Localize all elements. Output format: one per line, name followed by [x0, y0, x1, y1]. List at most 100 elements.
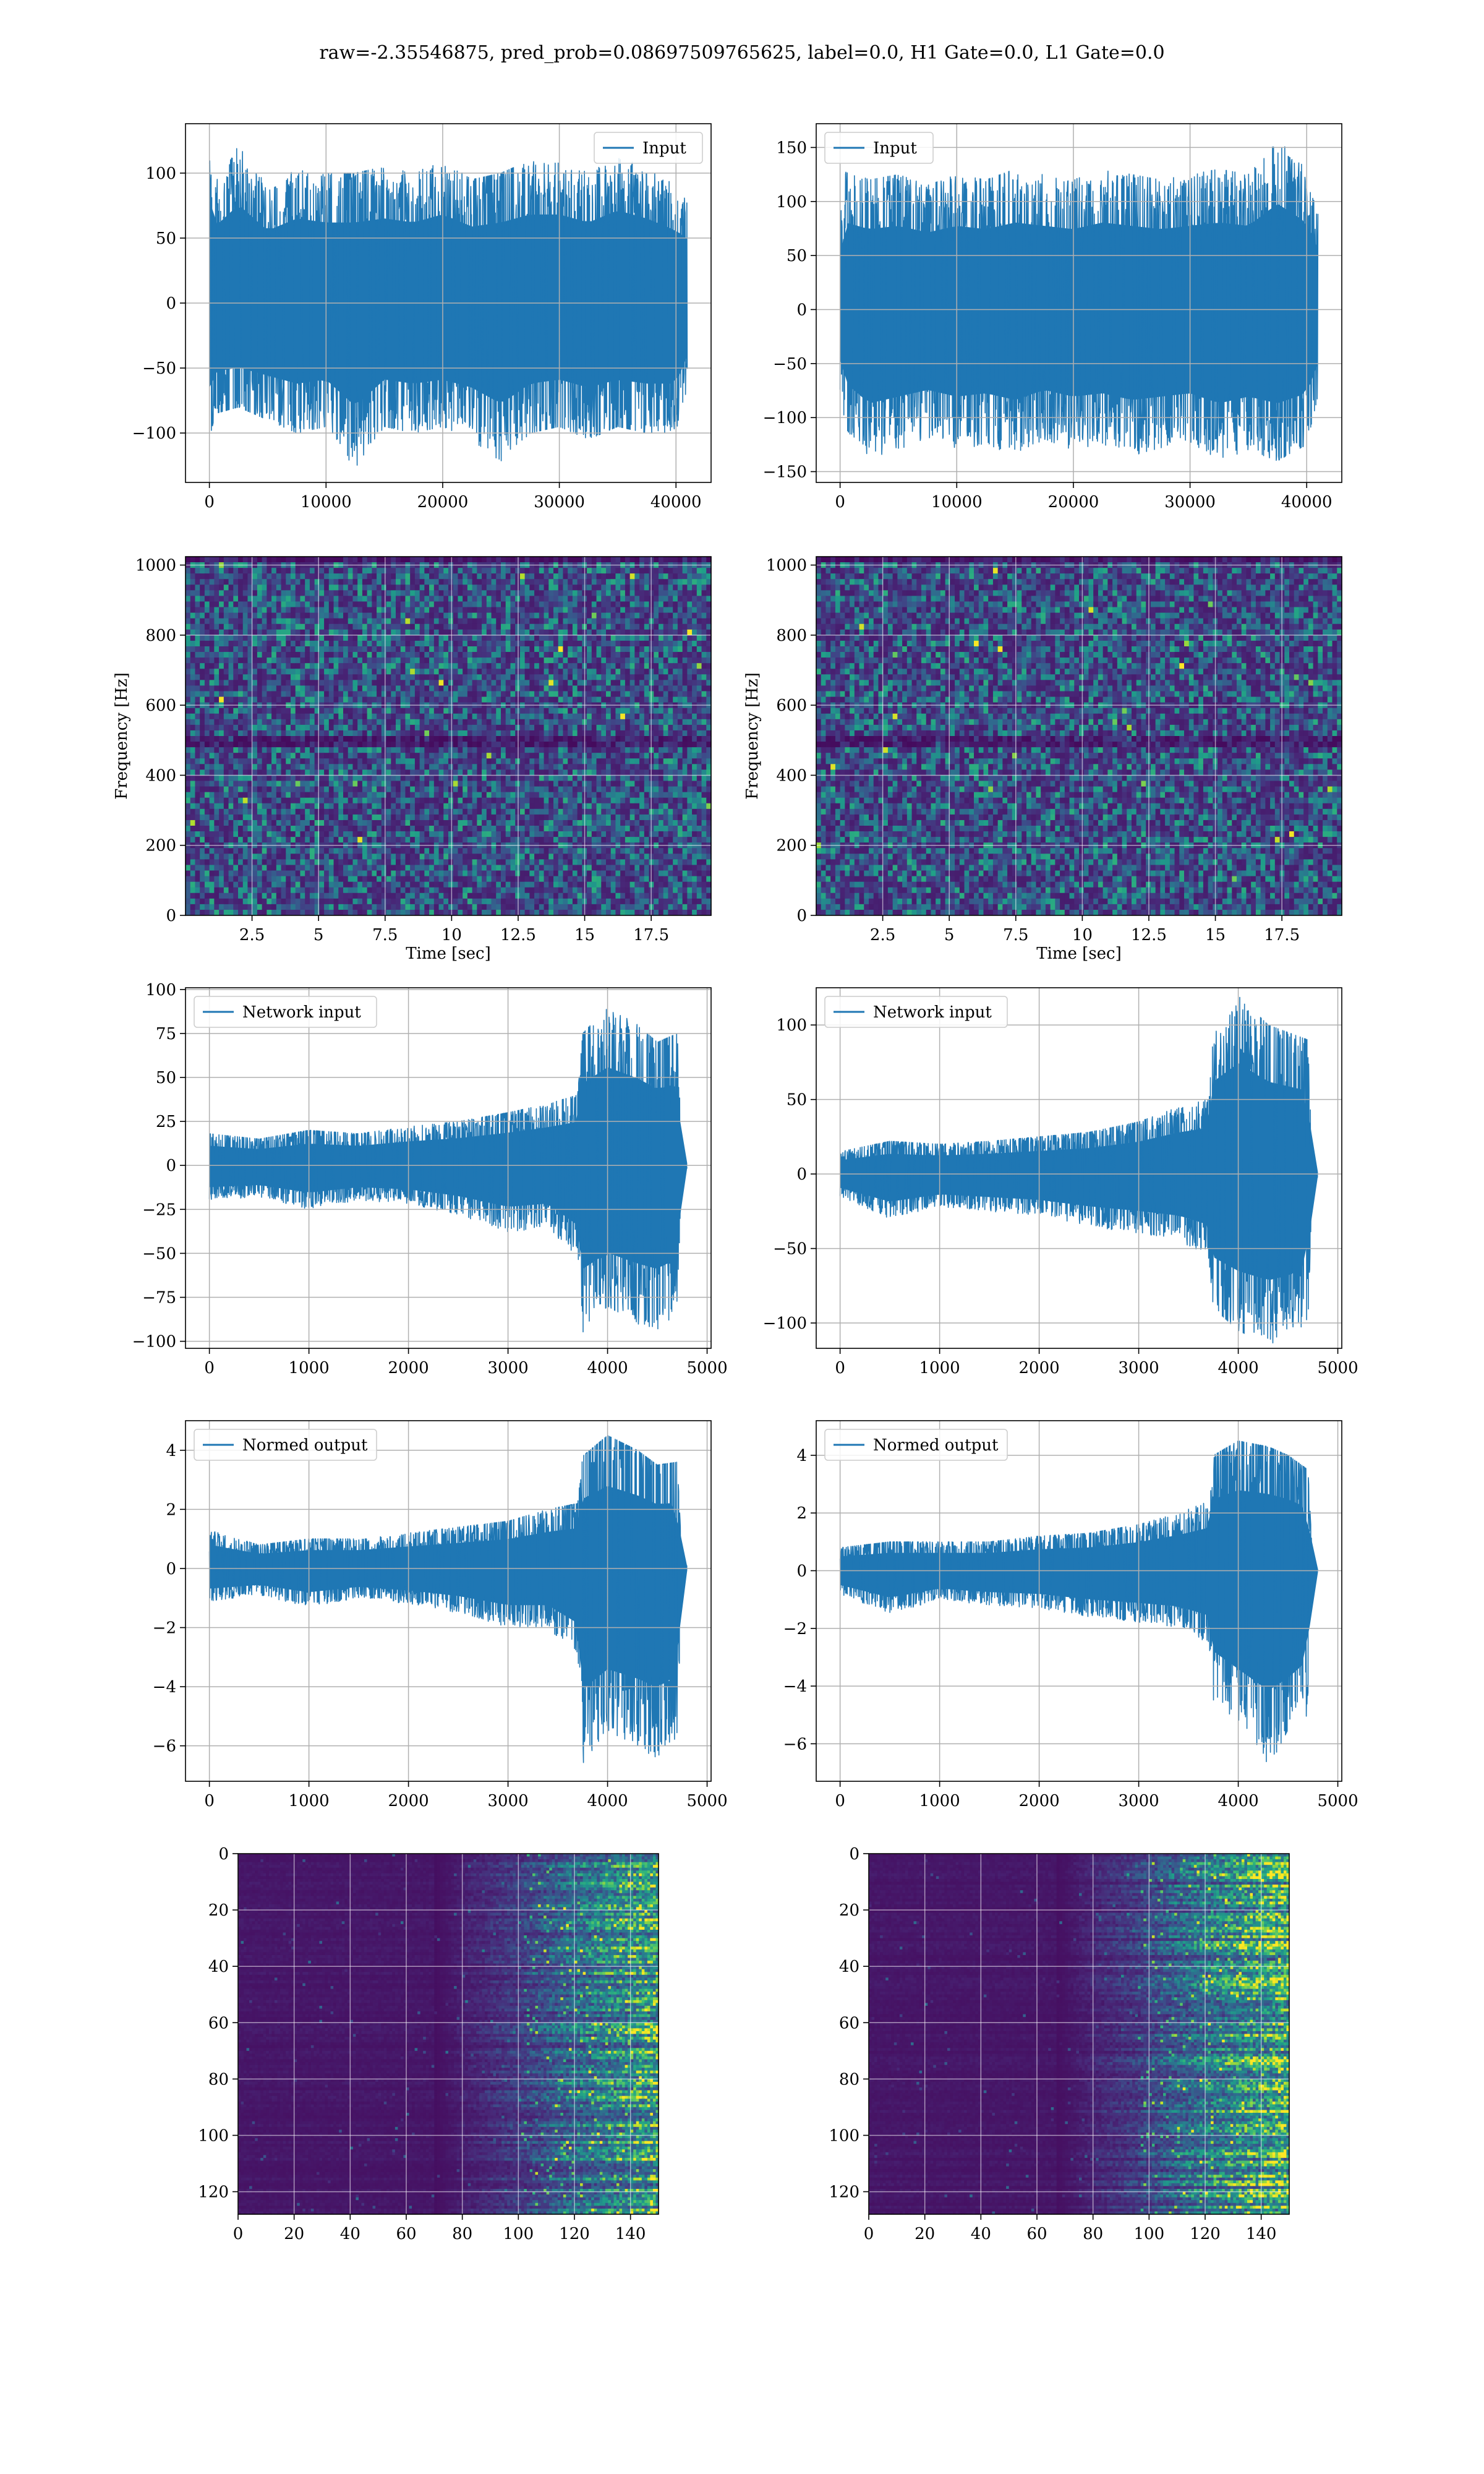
chart-l1-network-input: 0 1000 2000 3000 4000 5000 −100 −50 0 50 100 Networ…: [763, 987, 1358, 1377]
x-tick-label: 10: [441, 926, 462, 944]
y-tick-label: 200: [776, 837, 807, 855]
chart-h1-network-input: 0 1000 2000 3000 4000 5000 −100 −75 −50 −25 0 25 50 7…: [132, 981, 728, 1377]
x-tick-label: 40: [971, 2225, 991, 2243]
x-tick-label: 3000: [488, 1792, 529, 1810]
heatmap-cells: [238, 1854, 659, 2215]
x-tick-label: 100: [1134, 2225, 1165, 2243]
y-tick-label: 1000: [135, 557, 176, 575]
y-tick-label: 1000: [766, 557, 807, 575]
x-tick-label: 1000: [919, 1359, 960, 1377]
x-axis-label: Time [sec]: [1036, 944, 1122, 963]
legend: Input: [824, 132, 934, 164]
y-tick-label: 800: [145, 627, 176, 645]
x-tick-label: 140: [1246, 2225, 1277, 2243]
y-tick-label: 0: [166, 1560, 176, 1578]
y-tick-label: −75: [142, 1289, 176, 1308]
y-tick-label: 120: [198, 2183, 229, 2202]
x-tick-label: 20000: [417, 493, 469, 511]
heatmap-cells: [816, 557, 1342, 916]
x-tick-label: 3000: [1119, 1359, 1159, 1377]
axes-frame: [816, 123, 1342, 483]
legend-box: [824, 996, 1008, 1028]
y-tick-label: −100: [763, 1314, 807, 1333]
x-tick-label: 100: [503, 2225, 534, 2243]
y-tick-label: 80: [839, 2070, 859, 2089]
y-tick-label: −4: [783, 1677, 807, 1696]
legend-label: Normed output: [873, 1436, 999, 1455]
y-tick-label: −50: [142, 359, 176, 378]
y-tick-label: 400: [145, 766, 176, 785]
series-line: [208, 1435, 688, 1763]
x-tick-label: 2000: [1019, 1792, 1060, 1810]
x-tick-label: 0: [835, 1359, 845, 1377]
x-tick-label: 80: [452, 2225, 472, 2243]
y-axis-label: Frequency [Hz]: [743, 672, 762, 800]
chart-h1-input: 0 10000 20000 30000 40000 −100 −50 0 50 100 Input: [132, 123, 712, 511]
axes-frame: [185, 987, 712, 1349]
x-tick-label: 140: [615, 2225, 646, 2243]
legend: Normed output: [194, 1429, 377, 1461]
x-tick-label: 5000: [686, 1359, 727, 1377]
y-tick-label: 0: [166, 294, 176, 313]
x-tick-label: 15: [574, 926, 595, 944]
y-tick-label: 40: [839, 1958, 859, 1976]
y-tick-label: 800: [776, 627, 807, 645]
x-tick-label: 20000: [1048, 493, 1099, 511]
y-tick-label: −150: [763, 463, 807, 482]
x-tick-label: 7.5: [1003, 926, 1028, 944]
y-tick-label: 120: [829, 2183, 859, 2202]
x-tick-label: 40000: [1281, 493, 1333, 511]
legend: Normed output: [824, 1429, 1008, 1461]
y-tick-label: 75: [156, 1025, 176, 1043]
chart-svg: 0 10000 20000 30000 40000 −150 −100 −50 0 50 100 15…: [763, 123, 1342, 511]
y-tick-label: 50: [156, 229, 176, 248]
legend-box: [194, 996, 377, 1028]
chart-svg: 0 1000 2000 3000 4000 5000 −100 −75 −50 −25 0 25 50 7…: [132, 981, 728, 1377]
heatmap-cells: [186, 557, 712, 916]
legend-box: [824, 132, 934, 164]
y-tick-label: 25: [156, 1113, 176, 1131]
y-tick-label: 20: [208, 1901, 229, 1920]
y-tick-label: 100: [776, 1016, 807, 1035]
x-tick-label: 0: [204, 1359, 215, 1377]
x-tick-label: 2000: [388, 1792, 429, 1810]
x-tick-label: 0: [204, 493, 215, 511]
y-tick-label: 0: [796, 301, 807, 319]
x-tick-label: 120: [559, 2225, 590, 2243]
y-tick-label: 0: [849, 1845, 859, 1864]
axes-frame: [816, 987, 1342, 1349]
chart-svg: 0 1000 2000 3000 4000 5000 −6 −4 −2 0 2 4 Normed out…: [783, 1420, 1358, 1810]
x-tick-label: 5: [944, 926, 955, 944]
x-tick-label: 2.5: [870, 926, 895, 944]
chart-h1-feature-map: 0 20 40 60 80 100 120 140 0 20 40 60 80 100 120: [198, 1845, 659, 2243]
y-tick-label: 400: [776, 766, 807, 785]
chart-svg: 2.5 5 7.5 10 12.5 15 17.5 0 200 400 600 800 1000 Time…: [113, 556, 712, 963]
chart-svg: 0 1000 2000 3000 4000 5000 −6 −4 −2 0 2 4 Normed out…: [153, 1420, 728, 1810]
x-axis-label: Time [sec]: [406, 944, 491, 963]
x-tick-label: 30000: [534, 493, 585, 511]
y-tick-label: 100: [198, 2126, 229, 2145]
y-tick-label: 4: [166, 1442, 176, 1460]
x-tick-label: 5: [313, 926, 324, 944]
x-tick-label: 60: [1026, 2225, 1047, 2243]
x-tick-label: 5000: [686, 1792, 727, 1810]
axes-frame: [185, 556, 712, 916]
chart-l1-spectrogram: 2.5 5 7.5 10 12.5 15 17.5 0 200 400 600 800 1000 Time…: [743, 556, 1342, 963]
legend-box: [194, 1429, 377, 1461]
x-tick-label: 7.5: [372, 926, 398, 944]
x-tick-label: 12.5: [500, 926, 536, 944]
x-tick-label: 60: [396, 2225, 416, 2243]
chart-svg: 0 20 40 60 80 100 120 140 0 20 40 60 80 100 120: [198, 1845, 659, 2243]
chart-l1-normed-output: 0 1000 2000 3000 4000 5000 −6 −4 −2 0 2 4 Normed out…: [783, 1420, 1358, 1810]
x-tick-label: 17.5: [1264, 926, 1300, 944]
y-tick-label: 100: [829, 2126, 859, 2145]
y-tick-label: 4: [796, 1447, 807, 1465]
x-tick-label: 20: [915, 2225, 935, 2243]
x-tick-label: 40: [340, 2225, 360, 2243]
y-tick-label: −50: [773, 1240, 807, 1259]
y-tick-label: 100: [145, 165, 176, 183]
legend-box: [594, 132, 703, 164]
heatmap-cells: [869, 1854, 1290, 2215]
x-tick-label: 5000: [1317, 1792, 1358, 1810]
x-tick-label: 10: [1072, 926, 1093, 944]
